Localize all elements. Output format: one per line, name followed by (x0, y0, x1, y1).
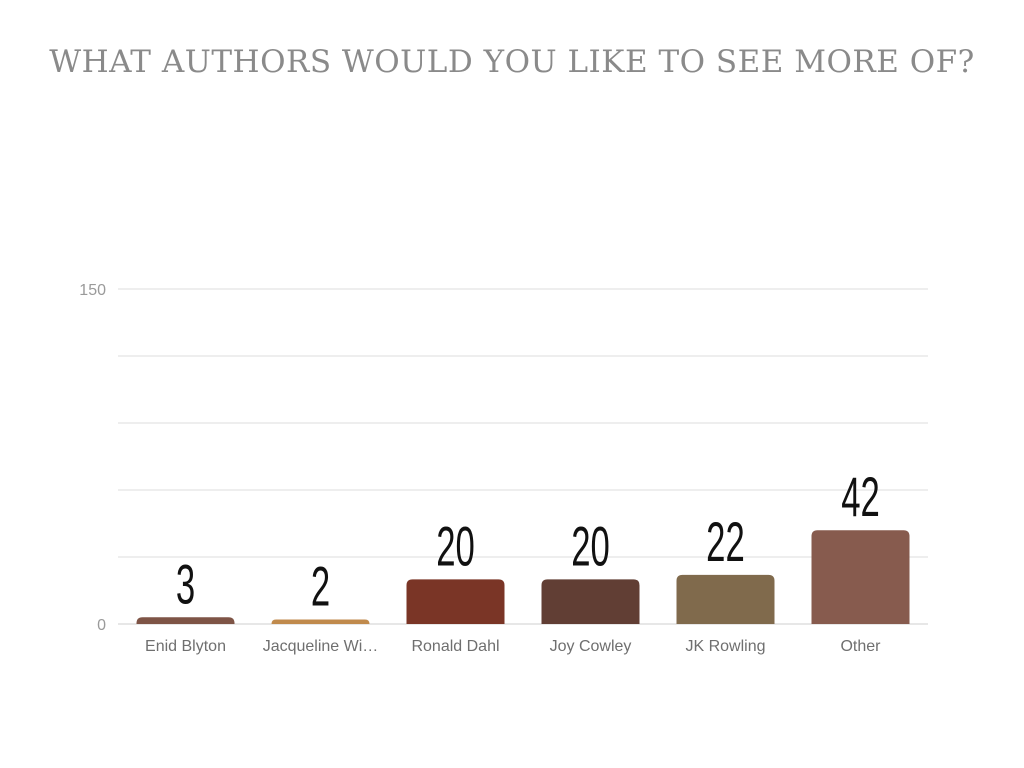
data-label: 3 (176, 553, 195, 616)
x-tick-label: Jacqueline Wi… (263, 638, 379, 655)
y-tick-label: 0 (97, 617, 106, 634)
x-tick-label: Ronald Dahl (411, 638, 499, 655)
data-label: 2 (311, 555, 330, 618)
bar (136, 617, 235, 624)
x-tick-label: JK Rowling (685, 638, 765, 655)
bar (811, 530, 910, 624)
bar (541, 579, 640, 624)
data-label: 20 (571, 515, 610, 578)
y-tick-label: 150 (79, 282, 106, 299)
data-label: 20 (436, 515, 475, 578)
data-label: 42 (841, 466, 880, 529)
x-tick-label: Enid Blyton (145, 638, 226, 655)
bar (271, 619, 370, 624)
chart-title: WHAT AUTHORS WOULD YOU LIKE TO SEE MORE … (49, 44, 975, 80)
x-tick-label: Other (840, 638, 881, 655)
x-tick-label: Joy Cowley (550, 638, 632, 655)
bar (406, 579, 505, 624)
data-label: 22 (706, 510, 745, 573)
bar (676, 574, 775, 624)
